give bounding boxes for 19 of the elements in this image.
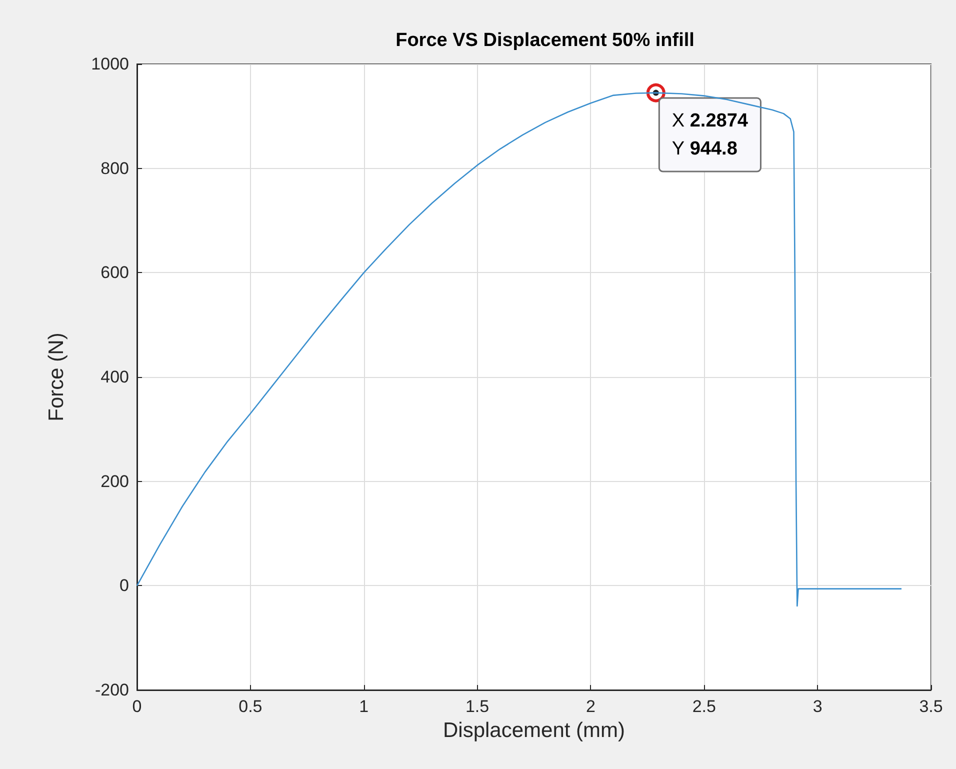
y-tick-label: -200 (94, 680, 129, 700)
chart-title: Force VS Displacement 50% infill (396, 30, 694, 51)
y-tick-label: 600 (100, 263, 129, 282)
x-tick-label: 0 (132, 697, 142, 716)
y-tick-label: 1000 (91, 54, 129, 74)
y-tick-label: 200 (100, 472, 129, 491)
x-tick-label: 3.5 (919, 697, 943, 716)
x-tick-label: 0.5 (238, 697, 262, 716)
y-axis-title: Force (N) (45, 332, 68, 422)
y-tick-label: 800 (100, 158, 129, 178)
x-tick-label: 2 (586, 697, 596, 716)
x-axis-title: Displacement (mm) (442, 718, 626, 742)
x-tick-label: 1 (359, 697, 369, 716)
x-tick-label: 3 (812, 697, 822, 716)
annotation: X 2.2874 Y 944.8 (672, 110, 748, 160)
x-tick-label: 2.5 (692, 697, 716, 716)
y-tick-label: 0 (120, 576, 129, 596)
y-tick-label: 400 (100, 368, 129, 386)
x-tick-label: 1.5 (465, 697, 490, 716)
